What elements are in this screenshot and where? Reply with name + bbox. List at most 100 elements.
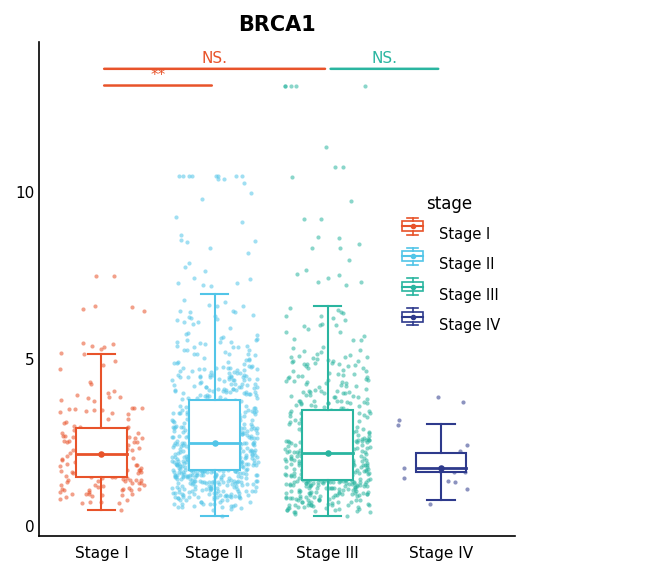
Point — [201, 393, 212, 402]
Point — [218, 450, 229, 460]
Point — [295, 437, 305, 446]
Point — [173, 502, 183, 511]
Point — [339, 434, 350, 443]
Point — [309, 475, 320, 484]
Point — [247, 415, 258, 425]
Point — [317, 319, 328, 328]
Point — [340, 481, 350, 490]
Point — [61, 417, 71, 426]
Point — [85, 498, 95, 507]
Point — [172, 341, 183, 350]
Point — [213, 171, 223, 180]
Point — [171, 439, 182, 449]
Point — [361, 450, 371, 459]
Point — [283, 442, 293, 451]
Point — [299, 431, 310, 441]
Point — [181, 454, 192, 464]
Point — [281, 436, 291, 445]
Point — [179, 452, 189, 461]
Point — [214, 479, 224, 488]
Point — [187, 442, 198, 452]
Point — [81, 435, 91, 445]
Point — [316, 467, 327, 476]
Point — [212, 492, 222, 502]
Point — [249, 384, 260, 393]
Point — [178, 456, 189, 465]
Point — [321, 142, 332, 151]
Point — [344, 256, 355, 265]
Point — [193, 400, 203, 409]
Point — [98, 482, 109, 491]
Point — [313, 277, 324, 286]
Point — [228, 385, 239, 394]
Point — [340, 453, 351, 463]
Point — [314, 496, 324, 505]
Point — [91, 271, 101, 281]
Point — [225, 441, 236, 450]
Point — [289, 472, 299, 481]
Point — [204, 417, 214, 426]
Point — [314, 320, 325, 329]
Point — [167, 484, 177, 493]
Point — [202, 415, 213, 424]
Point — [361, 461, 372, 470]
Point — [287, 356, 298, 365]
Point — [348, 335, 358, 344]
Legend: Stage I, Stage II, Stage III, Stage IV: Stage I, Stage II, Stage III, Stage IV — [391, 188, 507, 341]
Point — [239, 365, 250, 374]
Point — [193, 454, 204, 463]
Point — [393, 420, 404, 429]
Point — [217, 487, 228, 496]
Point — [178, 468, 189, 477]
Point — [246, 454, 257, 463]
Point — [58, 431, 68, 440]
Point — [280, 470, 291, 479]
Point — [328, 492, 338, 502]
Point — [230, 481, 241, 490]
Point — [96, 449, 107, 458]
Point — [345, 398, 355, 407]
Point — [187, 414, 198, 423]
Point — [84, 488, 95, 497]
Point — [179, 345, 189, 354]
Point — [243, 249, 254, 258]
Point — [199, 466, 210, 475]
Point — [252, 471, 262, 480]
Point — [324, 443, 335, 452]
Point — [361, 490, 372, 499]
Point — [359, 453, 369, 463]
Point — [171, 454, 182, 464]
Point — [189, 502, 199, 511]
Point — [301, 390, 311, 399]
Point — [297, 450, 308, 460]
Point — [62, 460, 72, 469]
Point — [208, 431, 218, 441]
Point — [310, 487, 321, 497]
Point — [171, 460, 182, 469]
Point — [171, 213, 181, 222]
Point — [313, 478, 324, 487]
Point — [190, 477, 201, 486]
Point — [224, 372, 234, 381]
Point — [350, 361, 360, 370]
Point — [330, 419, 341, 429]
Point — [349, 460, 359, 469]
Point — [301, 361, 311, 370]
Point — [285, 408, 296, 418]
Point — [363, 434, 373, 444]
Point — [199, 454, 209, 463]
Point — [325, 464, 336, 473]
Point — [295, 399, 306, 408]
Point — [356, 434, 367, 444]
Point — [205, 485, 216, 494]
Point — [247, 449, 258, 458]
Point — [361, 412, 372, 422]
Point — [323, 355, 334, 365]
Point — [190, 423, 201, 433]
Point — [334, 360, 344, 369]
Point — [186, 449, 197, 458]
Point — [230, 479, 240, 488]
Point — [209, 438, 220, 448]
Point — [303, 422, 313, 431]
Point — [299, 214, 309, 223]
